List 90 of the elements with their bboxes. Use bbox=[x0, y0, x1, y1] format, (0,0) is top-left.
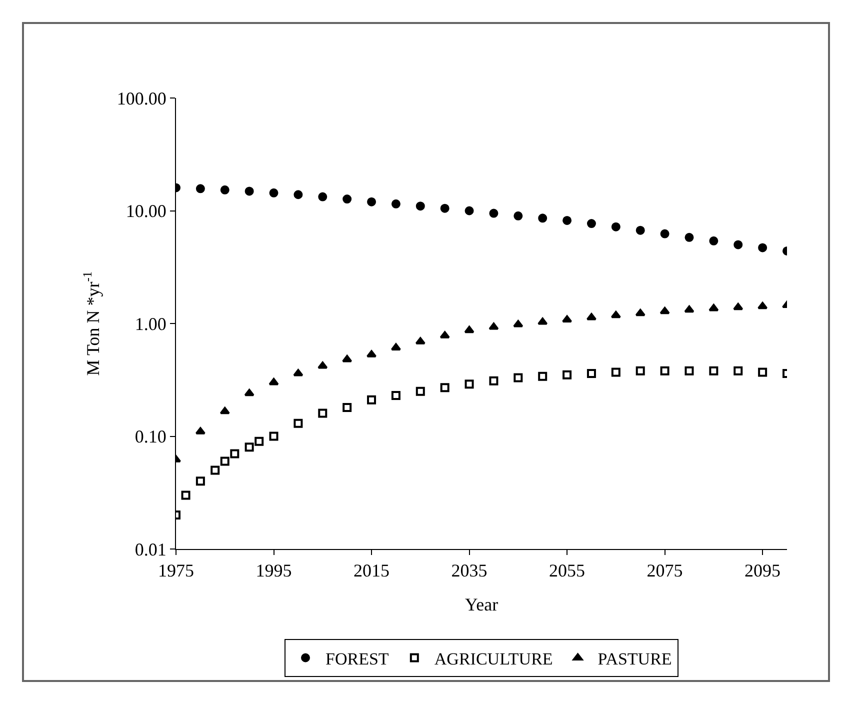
point bbox=[195, 427, 206, 434]
point bbox=[196, 476, 205, 486]
legend-label: PASTURE bbox=[598, 649, 672, 668]
point bbox=[244, 442, 254, 452]
point bbox=[293, 369, 304, 376]
x-tick-label: 2035 bbox=[451, 560, 488, 581]
y-tick-label: 0.01 bbox=[134, 539, 166, 560]
point bbox=[220, 185, 230, 194]
x-tick-label: 2075 bbox=[646, 560, 683, 581]
point bbox=[440, 383, 450, 392]
x-tick-label: 1975 bbox=[158, 560, 194, 581]
point bbox=[269, 432, 278, 441]
point bbox=[220, 456, 230, 466]
legend-label: AGRICULTURE bbox=[434, 649, 553, 668]
point bbox=[538, 372, 548, 381]
point bbox=[660, 366, 670, 376]
point bbox=[562, 216, 572, 225]
point bbox=[488, 322, 499, 330]
point bbox=[390, 343, 401, 350]
point bbox=[318, 192, 328, 202]
point bbox=[342, 194, 352, 204]
point bbox=[464, 380, 474, 389]
point bbox=[733, 302, 744, 310]
point bbox=[367, 197, 376, 206]
point bbox=[318, 361, 328, 369]
point bbox=[758, 243, 768, 252]
point bbox=[342, 354, 352, 362]
y-tick-label: 10.00 bbox=[126, 201, 166, 222]
x-tick-label: 1995 bbox=[256, 560, 292, 581]
point bbox=[538, 318, 548, 325]
point bbox=[416, 386, 425, 396]
point bbox=[230, 449, 240, 458]
point bbox=[464, 326, 474, 334]
point bbox=[734, 366, 743, 376]
point bbox=[758, 302, 768, 310]
point bbox=[489, 208, 498, 218]
x-tick-label: 2095 bbox=[744, 560, 781, 581]
point bbox=[562, 370, 572, 380]
x-axis-title: Year bbox=[464, 594, 498, 615]
point bbox=[220, 406, 230, 414]
point bbox=[611, 222, 620, 232]
point bbox=[635, 308, 646, 316]
point bbox=[391, 199, 400, 208]
x-tick-label: 2055 bbox=[549, 560, 586, 581]
point bbox=[294, 190, 303, 200]
point bbox=[586, 219, 596, 228]
point bbox=[181, 490, 190, 500]
y-tick-label: 0.10 bbox=[134, 426, 166, 447]
point bbox=[440, 331, 450, 338]
point bbox=[489, 376, 498, 386]
point bbox=[758, 368, 768, 377]
point bbox=[514, 211, 523, 220]
point bbox=[611, 368, 620, 377]
point bbox=[660, 306, 670, 314]
point bbox=[244, 186, 254, 196]
point bbox=[342, 402, 352, 412]
point bbox=[391, 390, 400, 400]
point bbox=[684, 232, 694, 242]
point bbox=[415, 337, 426, 344]
point bbox=[734, 240, 743, 250]
point bbox=[586, 369, 596, 378]
point bbox=[562, 315, 572, 322]
point bbox=[269, 188, 278, 198]
point bbox=[684, 305, 694, 313]
point bbox=[268, 378, 279, 386]
point bbox=[210, 466, 220, 475]
point bbox=[513, 320, 524, 328]
point bbox=[610, 310, 621, 318]
y-tick-label: 100.00 bbox=[116, 88, 166, 108]
point bbox=[464, 206, 474, 216]
point bbox=[514, 373, 523, 382]
point bbox=[416, 202, 425, 211]
point bbox=[709, 236, 718, 246]
point bbox=[636, 366, 645, 376]
x-tick-label: 2015 bbox=[354, 560, 390, 581]
point bbox=[294, 418, 303, 428]
point bbox=[318, 408, 328, 418]
point bbox=[660, 229, 670, 238]
legend-label: FOREST bbox=[326, 649, 390, 668]
point bbox=[684, 366, 694, 376]
point bbox=[538, 214, 548, 223]
point bbox=[254, 436, 264, 446]
point bbox=[196, 184, 205, 194]
point bbox=[636, 226, 645, 235]
y-tick-label: 1.00 bbox=[134, 314, 166, 334]
point bbox=[708, 304, 719, 312]
point bbox=[244, 388, 254, 396]
point bbox=[367, 395, 376, 404]
point bbox=[440, 204, 450, 213]
point bbox=[709, 366, 718, 376]
